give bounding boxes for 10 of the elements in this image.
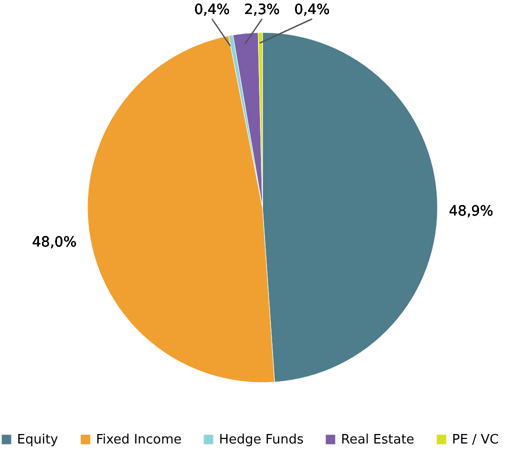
data-label: 48,0% [32, 234, 77, 251]
data-label: 0,4% [294, 2, 330, 18]
data-label: 48,9% [448, 204, 494, 220]
legend-label: PE / VC [452, 432, 499, 448]
legend-label: Fixed Income [96, 432, 182, 448]
legend-label: Real Estate [341, 432, 414, 448]
data-label: 2,3% [244, 2, 280, 18]
legend-label: Hedge Funds [219, 432, 304, 448]
data-label: 0,4% [194, 2, 230, 18]
legend-label: Equity [17, 432, 58, 448]
